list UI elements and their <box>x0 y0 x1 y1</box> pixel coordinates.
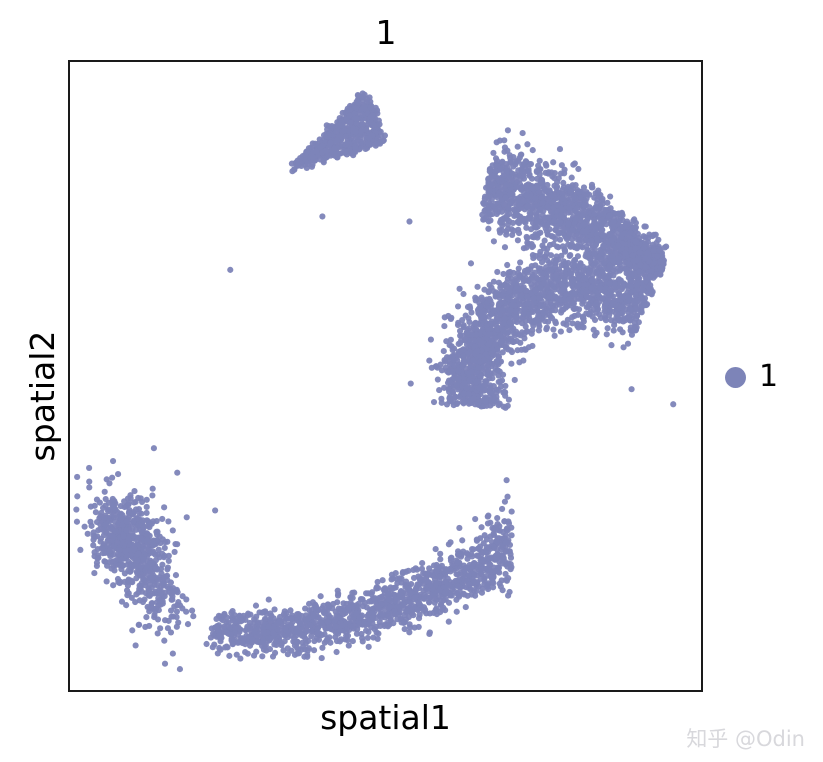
plot-title: 1 <box>375 13 397 52</box>
scatter-point-canvas <box>73 90 677 673</box>
scatter-points <box>73 90 677 673</box>
legend-entry-label: 1 <box>759 359 779 394</box>
y-axis-label-container: spatial2 <box>23 80 63 712</box>
watermark: 知乎 @Odin <box>686 727 805 751</box>
y-axis-label: spatial2 <box>23 330 62 462</box>
x-axis-label: spatial1 <box>320 698 451 737</box>
plot-axes-frame <box>68 60 703 692</box>
legend[interactable]: 1 <box>725 360 778 394</box>
legend-marker-icon <box>725 366 746 388</box>
